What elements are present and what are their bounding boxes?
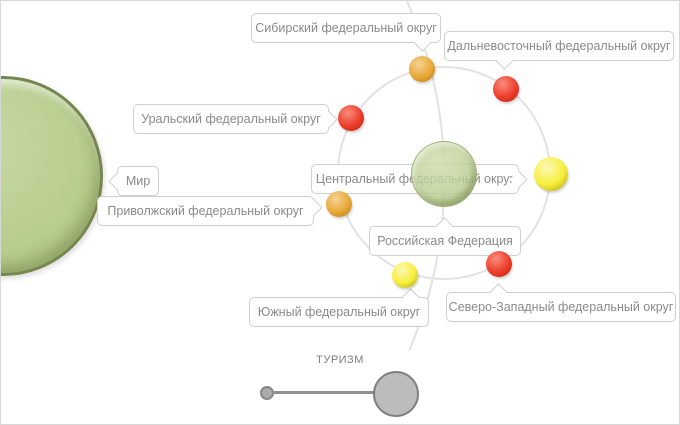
russia-node-circle[interactable] bbox=[411, 141, 477, 207]
callout-ural-district[interactable]: Уральский федеральный округ bbox=[133, 104, 338, 134]
callout-world[interactable]: Мир bbox=[108, 166, 159, 196]
legend-title: ТУРИЗМ bbox=[316, 354, 364, 366]
northwest-district-dot[interactable] bbox=[486, 251, 512, 277]
callout-ural-label: Уральский федеральный округ bbox=[141, 112, 321, 126]
siberian-district-dot[interactable] bbox=[409, 56, 435, 82]
legend-large-circle bbox=[373, 371, 419, 417]
callout-world-label: Мир bbox=[125, 174, 151, 188]
ural-district-dot[interactable] bbox=[338, 105, 364, 131]
central-district-dot[interactable] bbox=[534, 157, 568, 191]
callout-northwest-district[interactable]: Северо-Западный федеральный округ bbox=[446, 283, 676, 322]
volga-district-dot[interactable] bbox=[326, 191, 352, 217]
callout-south-label: Южный федеральный округ bbox=[257, 305, 421, 319]
callout-northwest-label: Северо-Западный федеральный округ bbox=[448, 300, 674, 314]
callout-russia[interactable]: Российская Федерация bbox=[369, 217, 521, 256]
callout-siberian-label: Сибирский федеральный округ bbox=[255, 21, 437, 35]
callout-south-district[interactable]: Южный федеральный округ bbox=[249, 288, 429, 327]
south-district-dot[interactable] bbox=[392, 262, 418, 288]
legend-connector-line bbox=[272, 391, 374, 394]
callout-siberian-district[interactable]: Сибирский федеральный округ bbox=[251, 13, 441, 52]
fareast-district-dot[interactable] bbox=[493, 76, 519, 102]
callout-russia-label: Российская Федерация bbox=[377, 234, 513, 248]
callout-fareast-district[interactable]: Дальневосточный федеральный округ bbox=[444, 31, 674, 70]
callout-volga-label: Приволжский федеральный округ bbox=[107, 204, 304, 218]
callout-fareast-label: Дальневосточный федеральный округ bbox=[447, 39, 671, 53]
callout-volga-district[interactable]: Приволжский федеральный округ bbox=[97, 196, 323, 226]
